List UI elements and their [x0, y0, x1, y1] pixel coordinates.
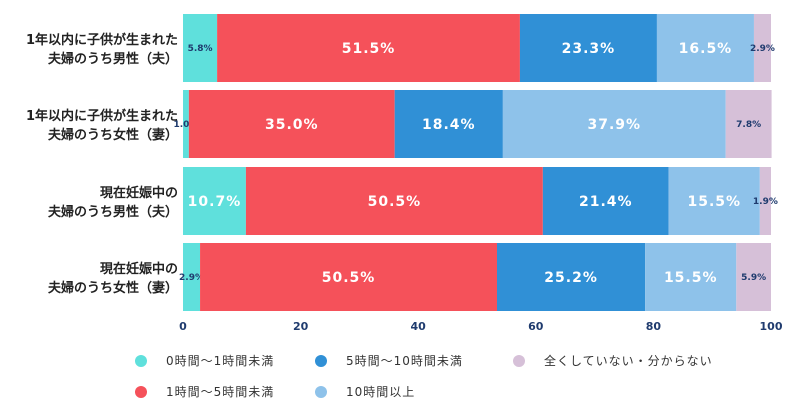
bars-group: 5.8% 51.5% 23.3% 16.5% 2.9% 1.0% 35.0% 18.4% 37.… — [173, 14, 778, 311]
bar-segment — [183, 167, 246, 235]
bar-segment — [200, 243, 497, 311]
data-label: 2.9% — [179, 273, 204, 283]
bar-segment — [725, 90, 772, 158]
data-label: 10.7% — [188, 194, 242, 210]
bar-segment — [645, 243, 737, 311]
data-label: 16.5% — [679, 41, 733, 57]
category-label: 現在妊娠中の — [100, 185, 178, 201]
category-labels: 1年以内に子供が生まれた夫婦のうち男性（夫）1年以内に子供が生まれた夫婦のうち女… — [26, 32, 178, 296]
x-axis-ticks: 0 20 40 60 80 100 — [179, 320, 783, 333]
bar-segment — [736, 243, 771, 311]
x-tick-label: 0 — [179, 320, 187, 333]
legend: 0時間〜1時間未満 1時間〜5時間未満 5時間〜10時間未満 10時間以上 全くしていな… — [135, 353, 713, 399]
bar-segment — [759, 167, 771, 235]
data-label: 37.9% — [588, 117, 642, 133]
data-label: 35.0% — [265, 117, 319, 133]
category-label: 夫婦のうち女性（妻） — [48, 127, 178, 143]
legend-swatch — [135, 386, 147, 398]
bar-segment — [183, 243, 201, 311]
data-label: 1.0% — [173, 120, 198, 130]
legend-swatch — [315, 386, 327, 398]
bar-segment — [245, 167, 543, 235]
bar-segment — [542, 167, 669, 235]
category-label: 現在妊娠中の — [100, 261, 178, 277]
bar-segment — [394, 90, 503, 158]
data-label: 50.5% — [322, 270, 376, 286]
data-label: 15.5% — [687, 194, 741, 210]
x-tick-label: 20 — [293, 320, 309, 333]
x-tick-label: 80 — [646, 320, 662, 333]
data-label: 50.5% — [368, 194, 422, 210]
category-label: 夫婦のうち男性（夫） — [48, 51, 178, 67]
legend-swatch — [513, 355, 525, 367]
x-tick-label: 100 — [760, 320, 783, 333]
category-label: 夫婦のうち男性（夫） — [48, 204, 178, 220]
data-label: 2.9% — [750, 44, 775, 54]
bar-segment — [656, 14, 754, 82]
bar-segment — [188, 90, 395, 158]
bar-segment — [519, 14, 657, 82]
data-label: 5.8% — [188, 44, 213, 54]
legend-label: 10時間以上 — [346, 385, 415, 399]
legend-label: 1時間〜5時間未満 — [166, 385, 274, 399]
bar-segment — [668, 167, 760, 235]
data-label: 18.4% — [422, 117, 476, 133]
category-label: 1年以内に子供が生まれた — [26, 32, 178, 48]
data-label: 1.9% — [753, 197, 778, 207]
data-label: 25.2% — [544, 270, 598, 286]
data-label: 15.5% — [664, 270, 718, 286]
data-label: 7.8% — [736, 120, 761, 130]
data-label: 51.5% — [342, 41, 396, 57]
data-label: 5.9% — [741, 273, 766, 283]
data-label: 23.3% — [562, 41, 616, 57]
bar-segment — [183, 14, 218, 82]
bar-segment — [502, 90, 726, 158]
bar-segment — [183, 90, 189, 158]
data-label: 21.4% — [579, 194, 633, 210]
x-tick-label: 60 — [528, 320, 544, 333]
legend-swatch — [315, 355, 327, 367]
category-label: 夫婦のうち女性（妻） — [48, 280, 178, 296]
legend-label: 0時間〜1時間未満 — [166, 354, 274, 368]
legend-swatch — [135, 355, 147, 367]
category-label: 1年以内に子供が生まれた — [26, 108, 178, 124]
bar-segment — [753, 14, 771, 82]
bar-segment — [496, 243, 646, 311]
legend-label: 5時間〜10時間未満 — [346, 354, 463, 368]
x-tick-label: 40 — [411, 320, 427, 333]
legend-label: 全くしていない・分からない — [544, 353, 713, 368]
bar-segment — [217, 14, 520, 82]
